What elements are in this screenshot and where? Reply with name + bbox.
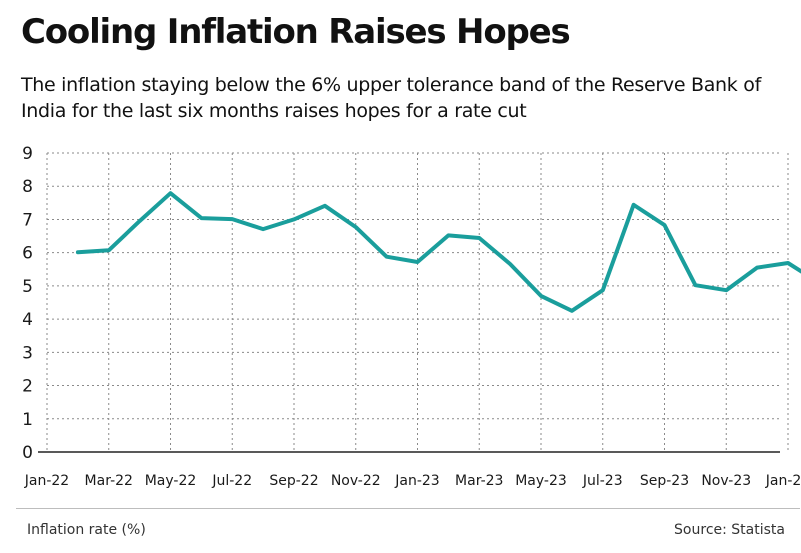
x-tick-label: Jan-22 <box>24 473 69 489</box>
y-tick-label: 7 <box>22 210 33 230</box>
chart-subtitle: The inflation staying below the 6% upper… <box>21 74 761 122</box>
y-tick-label: 0 <box>22 443 33 463</box>
x-tick-label: Nov-23 <box>701 473 751 489</box>
x-tick-label: Jul-23 <box>582 473 623 489</box>
y-tick-label: 4 <box>22 310 33 330</box>
x-tick-label: Mar-22 <box>85 473 133 489</box>
x-tick-label: Mar-23 <box>455 473 503 489</box>
y-tick-label: 2 <box>22 377 33 397</box>
series-line <box>75 191 801 313</box>
chart-title: Cooling Inflation Raises Hopes <box>21 12 571 52</box>
x-tick-label: Jan-23 <box>394 473 439 489</box>
footer-divider <box>16 508 800 509</box>
y-tick-label: 3 <box>22 343 33 363</box>
y-tick-label: 6 <box>22 244 33 264</box>
y-tick-label: 1 <box>22 410 33 430</box>
unit-label: Inflation rate (%) <box>27 522 146 538</box>
y-tick-label: 5 <box>22 277 33 297</box>
source-label: Source: Statista <box>674 522 785 538</box>
y-tick-label: 8 <box>22 177 33 197</box>
x-tick-label: Sep-23 <box>640 473 689 489</box>
x-tick-label: Nov-22 <box>331 473 381 489</box>
line-chart: 0 1 2 3 4 5 6 7 8 9 Jan-22 Mar-22 May-22 Jul-22 Sep-22… <box>22 144 801 489</box>
x-tick-label: May-23 <box>515 473 567 489</box>
x-tick-label: Jan-24 <box>765 473 801 489</box>
x-tick-label: Jul-22 <box>211 473 252 489</box>
y-tick-label: 9 <box>22 144 33 164</box>
x-tick-label: May-22 <box>145 473 197 489</box>
x-tick-label: Sep-22 <box>269 473 318 489</box>
